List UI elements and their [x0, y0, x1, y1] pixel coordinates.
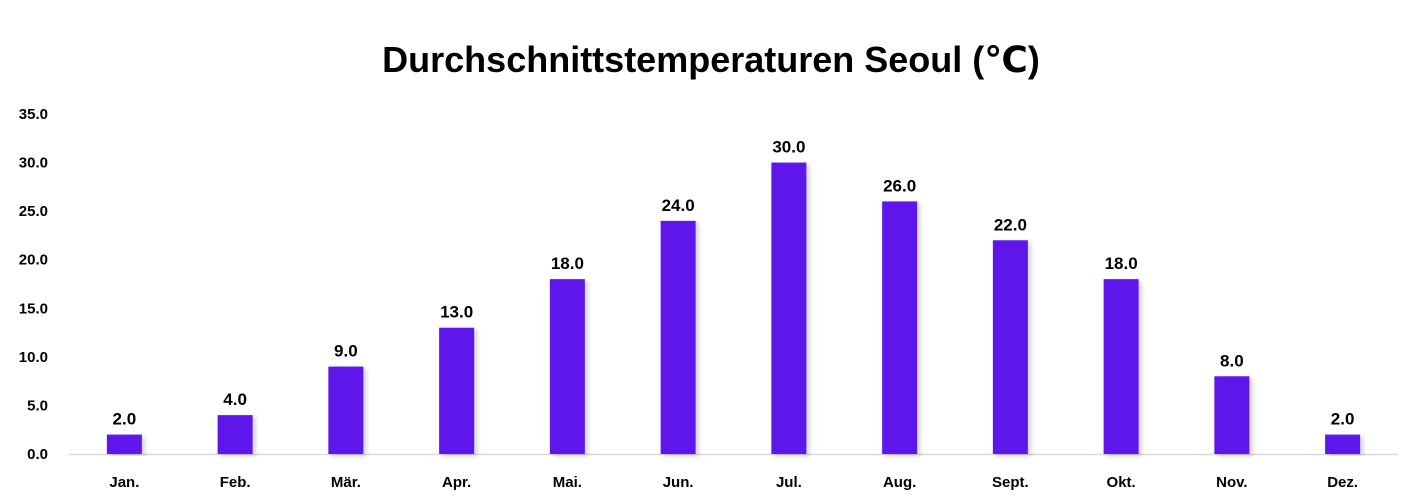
- data-label: 26.0: [883, 176, 916, 195]
- x-tick-label: Sept.: [992, 474, 1029, 491]
- y-tick-label: 25.0: [19, 203, 48, 220]
- bar: [1325, 434, 1361, 454]
- bar: [549, 279, 585, 454]
- x-tick-label: Jul.: [776, 474, 802, 491]
- data-label: 9.0: [334, 342, 358, 361]
- bar: [660, 220, 696, 454]
- bar: [1103, 279, 1139, 454]
- y-tick-label: 0.0: [27, 446, 48, 463]
- data-label: 30.0: [772, 138, 805, 157]
- y-tick-label: 30.0: [19, 155, 48, 172]
- bar: [106, 434, 142, 454]
- x-tick-label: Jun.: [663, 474, 694, 491]
- y-tick-label: 15.0: [19, 300, 48, 317]
- x-tick-label: Okt.: [1107, 474, 1136, 491]
- bar: [882, 201, 918, 454]
- bar: [1214, 376, 1250, 454]
- y-tick-label: 35.0: [19, 106, 48, 123]
- data-label: 24.0: [662, 196, 695, 215]
- data-label: 2.0: [1331, 410, 1355, 429]
- data-label: 18.0: [1105, 254, 1138, 273]
- x-tick-label: Nov.: [1216, 474, 1247, 491]
- bar: [439, 327, 475, 454]
- bar: [328, 366, 364, 454]
- x-tick-label: Apr.: [442, 474, 471, 491]
- data-label: 2.0: [113, 410, 137, 429]
- x-tick-label: Jan.: [109, 474, 139, 491]
- bar: [217, 415, 253, 454]
- y-tick-label: 20.0: [19, 252, 48, 269]
- data-label: 13.0: [440, 303, 473, 322]
- chart-title: Durchschnittstemperaturen Seoul (℃): [382, 39, 1040, 80]
- data-label: 8.0: [1220, 351, 1244, 370]
- x-tick-label: Feb.: [220, 474, 251, 491]
- x-tick-label: Aug.: [883, 474, 916, 491]
- y-tick-label: 10.0: [19, 349, 48, 366]
- x-tick-label: Dez.: [1327, 474, 1358, 491]
- x-tick-label: Mai.: [553, 474, 582, 491]
- bar: [771, 162, 807, 455]
- data-label: 4.0: [223, 390, 247, 409]
- x-tick-label: Mär.: [331, 474, 361, 491]
- bar: [992, 240, 1028, 454]
- data-label: 22.0: [994, 215, 1027, 234]
- data-label: 18.0: [551, 254, 584, 273]
- y-tick-label: 5.0: [27, 397, 48, 414]
